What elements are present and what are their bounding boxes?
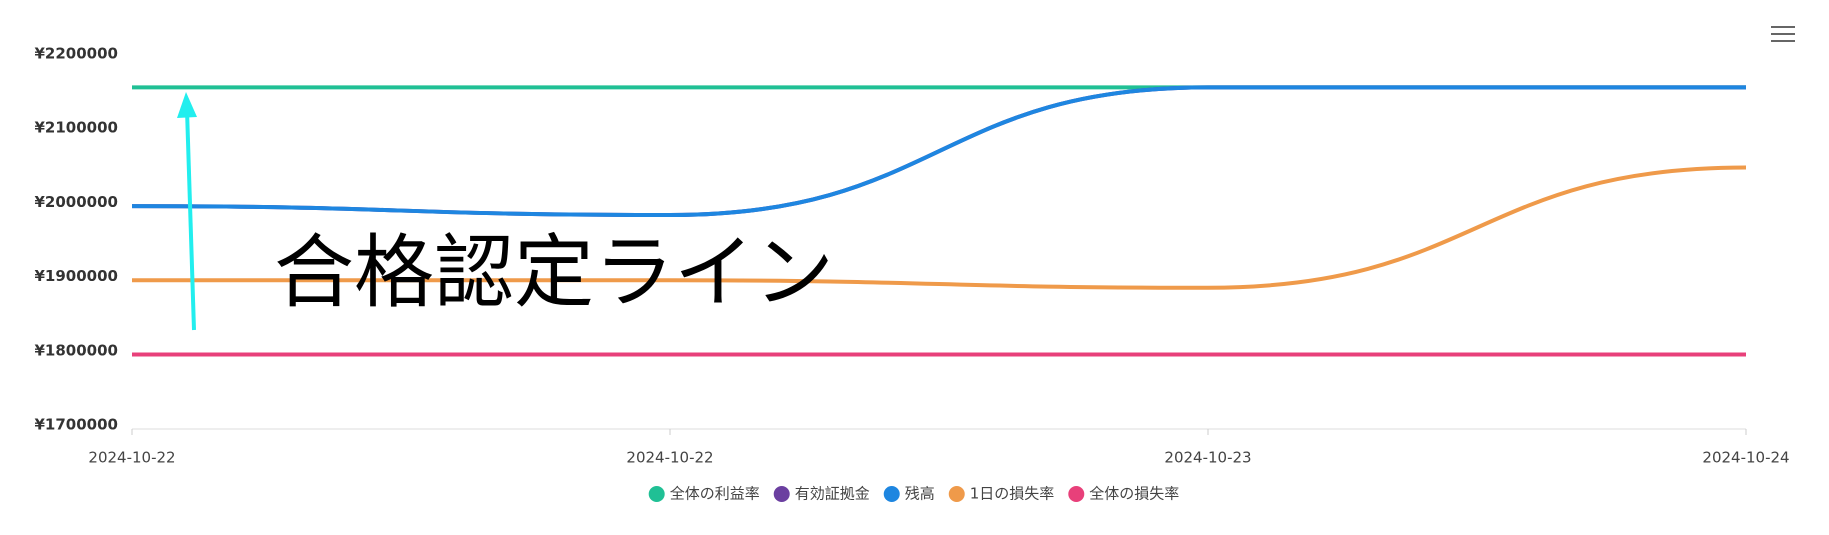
annotation-arrow bbox=[185, 109, 196, 331]
x-tick-label: 2024-10-22 bbox=[626, 449, 713, 467]
legend-marker bbox=[948, 486, 965, 502]
y-tick-label: ¥2100000 bbox=[35, 119, 119, 137]
x-tick-label: 2024-10-24 bbox=[1702, 449, 1789, 467]
y-tick-label: ¥2000000 bbox=[35, 193, 119, 211]
legend-label: 全体の損失率 bbox=[1089, 485, 1179, 503]
legend-marker bbox=[883, 486, 900, 502]
series-line bbox=[131, 85, 1746, 218]
annotation-arrowhead bbox=[177, 92, 197, 118]
legend-label: 残高 bbox=[905, 485, 935, 503]
y-tick-label: ¥2200000 bbox=[35, 45, 119, 63]
legend-label: 有効証拠金 bbox=[795, 485, 870, 503]
legend-marker bbox=[648, 486, 665, 502]
y-tick-label: ¥1800000 bbox=[35, 341, 119, 359]
legend-marker bbox=[1068, 486, 1085, 502]
legend: 全体の利益率 有効証拠金 残高 1日の損失率 全体の損失率 bbox=[648, 485, 1179, 503]
menu-icon[interactable] bbox=[1760, 20, 1804, 50]
y-tick-label: ¥1700000 bbox=[35, 416, 119, 434]
series-line bbox=[132, 165, 1747, 290]
legend-label: 全体の利益率 bbox=[670, 485, 760, 503]
x-tick-label: 2024-10-22 bbox=[88, 449, 175, 467]
legend-label: 1日の損失率 bbox=[970, 485, 1055, 503]
legend-marker bbox=[773, 486, 790, 502]
annotation: 合格認定ライン bbox=[274, 226, 834, 319]
x-tick-label: 2024-10-23 bbox=[1164, 449, 1251, 467]
y-tick-label: ¥1900000 bbox=[35, 267, 119, 285]
